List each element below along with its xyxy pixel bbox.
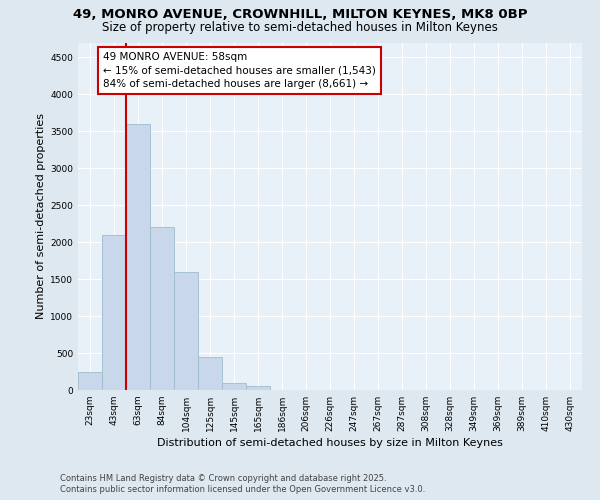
- Bar: [246, 386, 270, 390]
- Bar: [222, 382, 246, 390]
- Bar: [102, 234, 126, 390]
- Text: Size of property relative to semi-detached houses in Milton Keynes: Size of property relative to semi-detach…: [102, 21, 498, 34]
- Bar: [150, 228, 174, 390]
- Y-axis label: Number of semi-detached properties: Number of semi-detached properties: [36, 114, 46, 320]
- Text: Contains HM Land Registry data © Crown copyright and database right 2025.
Contai: Contains HM Land Registry data © Crown c…: [60, 474, 425, 494]
- X-axis label: Distribution of semi-detached houses by size in Milton Keynes: Distribution of semi-detached houses by …: [157, 438, 503, 448]
- Bar: [78, 372, 102, 390]
- Bar: [174, 272, 198, 390]
- Text: 49 MONRO AVENUE: 58sqm
← 15% of semi-detached houses are smaller (1,543)
84% of : 49 MONRO AVENUE: 58sqm ← 15% of semi-det…: [103, 52, 376, 89]
- Bar: [198, 356, 222, 390]
- Text: 49, MONRO AVENUE, CROWNHILL, MILTON KEYNES, MK8 0BP: 49, MONRO AVENUE, CROWNHILL, MILTON KEYN…: [73, 8, 527, 20]
- Bar: [126, 124, 150, 390]
